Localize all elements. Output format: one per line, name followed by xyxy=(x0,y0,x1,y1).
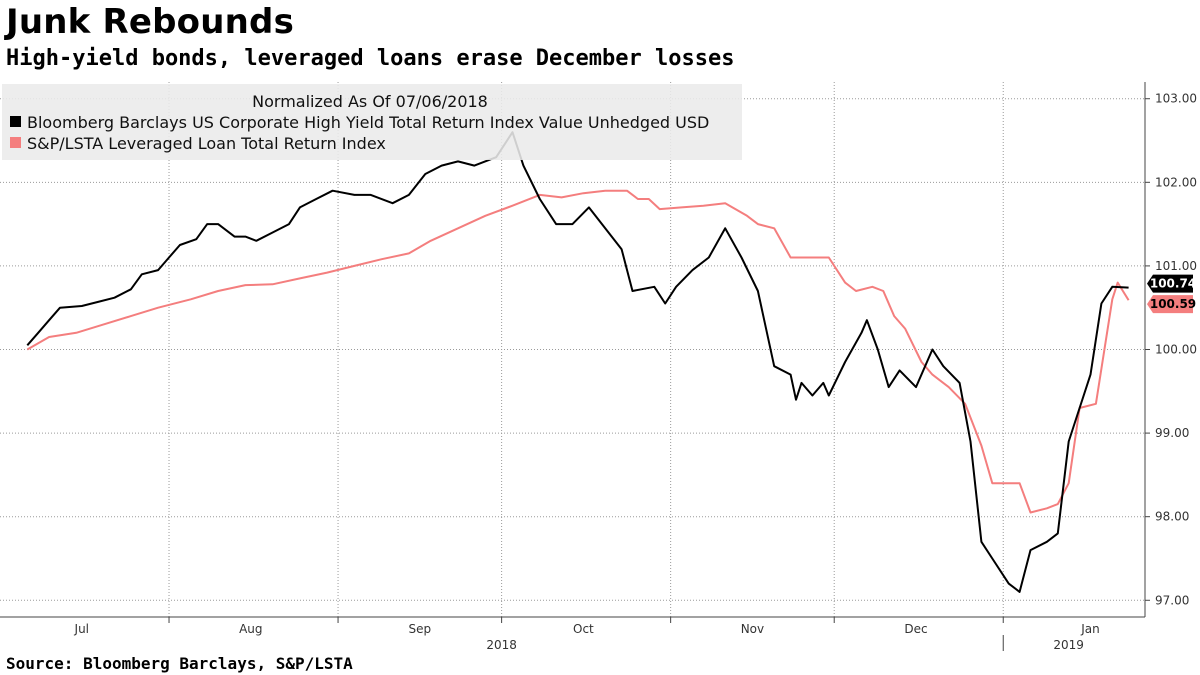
series-line-leveraged-loan xyxy=(26,189,1130,514)
x-month-label: Sep xyxy=(409,622,432,636)
y-tick-label: 103.00 xyxy=(1155,92,1197,106)
x-month-label: Jul xyxy=(74,622,89,636)
badge-leveraged-loan: 100.59 xyxy=(1147,295,1196,314)
y-tick-label: 99.00 xyxy=(1155,426,1189,440)
x-month-label: Oct xyxy=(573,622,594,636)
badge-high-yield-label: 100.74 xyxy=(1150,277,1196,291)
legend-swatch-hy xyxy=(10,116,21,127)
last-value-badges: 100.74 100.59 xyxy=(1147,274,1196,314)
y-tick-label: 101.00 xyxy=(1155,259,1197,273)
y-tick-label: 97.00 xyxy=(1155,593,1189,607)
legend-title: Normalized As Of 07/06/2018 xyxy=(252,92,488,111)
legend-label-loan: S&P/LSTA Leveraged Loan Total Return Ind… xyxy=(27,134,386,153)
y-tick-label: 100.00 xyxy=(1155,343,1197,357)
badge-high-yield-shape xyxy=(1147,274,1193,293)
series-line-high-yield xyxy=(26,131,1129,593)
badge-leveraged-loan-shape xyxy=(1147,295,1193,314)
badge-high-yield: 100.74 xyxy=(1147,274,1196,293)
gridlines xyxy=(0,82,1145,617)
chart-subtitle: High-yield bonds, leveraged loans erase … xyxy=(6,46,735,71)
chart-title: Junk Rebounds xyxy=(6,2,295,42)
legend-background xyxy=(2,84,742,160)
x-year-label: 2019 xyxy=(1053,638,1084,652)
x-month-label: Aug xyxy=(239,622,262,636)
source-note: Source: Bloomberg Barclays, S&P/LSTA xyxy=(6,654,353,673)
legend: Normalized As Of 07/06/2018 Bloomberg Ba… xyxy=(2,84,742,160)
legend-label-hy: Bloomberg Barclays US Corporate High Yie… xyxy=(27,113,709,132)
series-lines xyxy=(26,131,1130,593)
y-tick-label: 102.00 xyxy=(1155,175,1197,189)
x-month-label: Dec xyxy=(904,622,927,636)
x-year-label: 2018 xyxy=(486,638,517,652)
y-tick-label: 98.00 xyxy=(1155,510,1189,524)
x-month-label: Jan xyxy=(1080,622,1100,636)
legend-swatch-loan xyxy=(10,137,21,148)
x-month-label: Nov xyxy=(741,622,764,636)
axes: 97.00 98.00 99.00 100.00 101.00 102.00 103.00 J… xyxy=(0,82,1197,652)
badge-leveraged-loan-label: 100.59 xyxy=(1150,297,1196,311)
